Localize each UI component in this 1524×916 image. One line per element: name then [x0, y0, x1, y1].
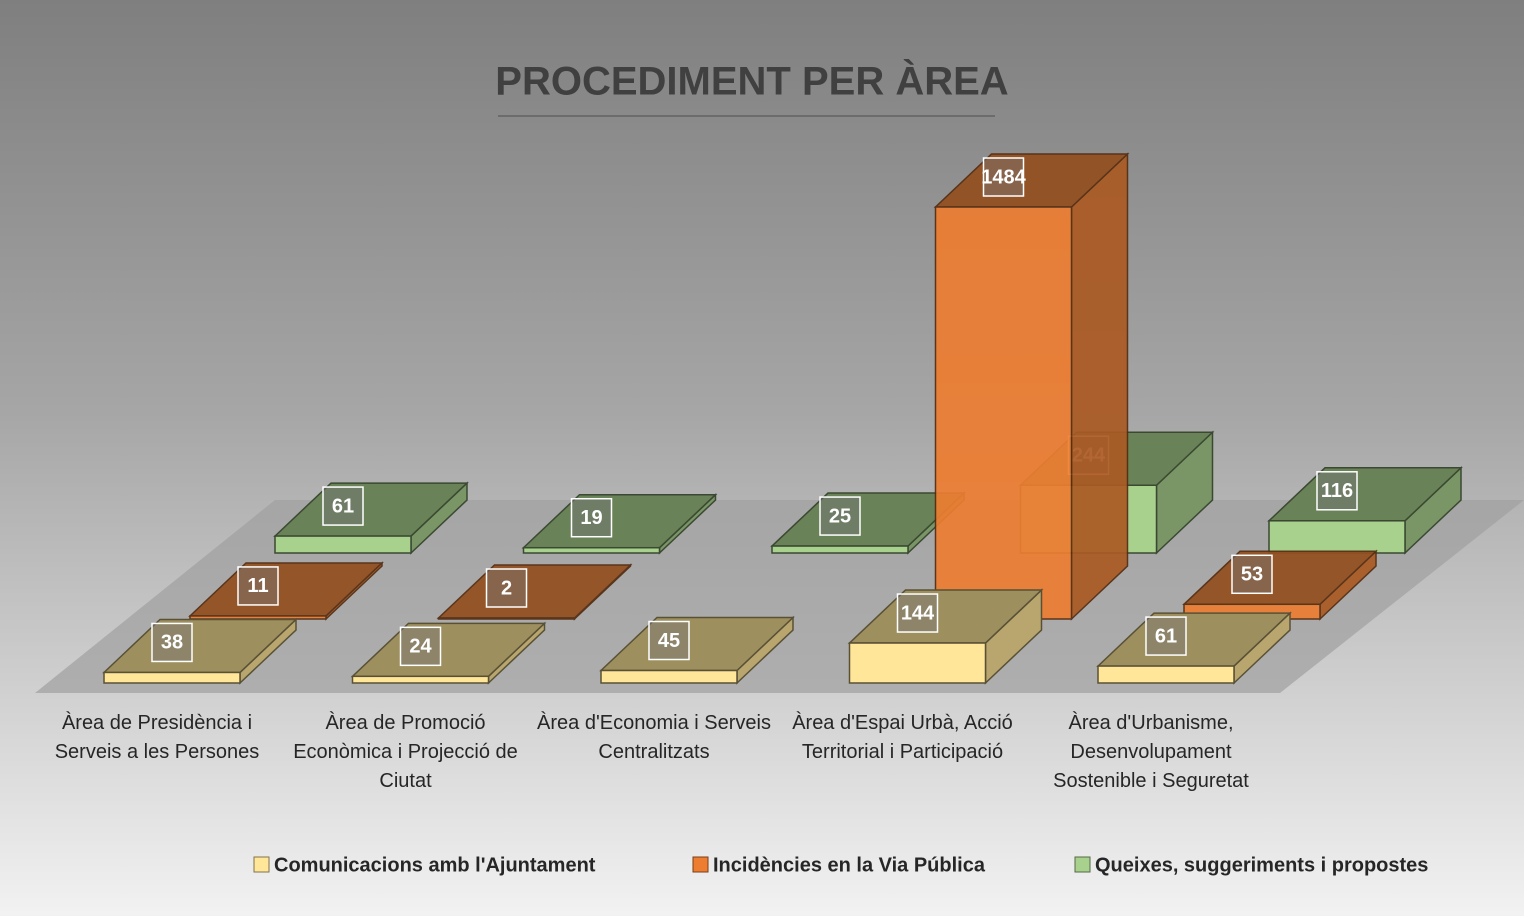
- value-label: 24: [409, 636, 432, 658]
- value-label: 61: [1155, 625, 1177, 647]
- value-label: 144: [901, 602, 935, 624]
- value-label-box: [151, 622, 193, 663]
- bar-side: [1070, 152, 1129, 621]
- bar-front: [351, 675, 490, 684]
- legend-label: Comunicacions amb l'Ajuntament: [274, 854, 596, 876]
- value-label: 2: [501, 577, 512, 599]
- bar-front: [1268, 520, 1406, 554]
- bar-front: [1097, 665, 1235, 684]
- bar-front: [600, 669, 738, 684]
- bar-front: [437, 617, 576, 620]
- value-label: 25: [829, 505, 851, 527]
- x-tick-label: Àrea d'Urbanisme, Desenvolupament Sosten…: [1053, 712, 1249, 792]
- value-label-box: [819, 496, 861, 536]
- x-tick-label: Àrea d'Economia i Serveis Centralitzats: [537, 712, 771, 763]
- bar-front: [934, 206, 1073, 620]
- value-label-box: [1316, 471, 1358, 511]
- bar-front: [103, 671, 241, 684]
- value-label-box: [237, 566, 279, 606]
- value-label-box: [1145, 616, 1187, 656]
- bar-front: [522, 546, 661, 554]
- x-tick-label: Àrea de Presidència i Serveis a les Pers…: [54, 712, 260, 763]
- value-label: 1484: [981, 166, 1026, 188]
- value-label-box: [1231, 554, 1273, 595]
- chart-title: PROCEDIMENT PER ÀREA: [495, 59, 1008, 104]
- bar: [933, 152, 1130, 621]
- bar-front: [189, 615, 327, 620]
- value-label-box: [982, 157, 1025, 197]
- legend-swatch: [1074, 856, 1091, 873]
- value-label: 116: [1321, 480, 1353, 502]
- legend-swatch: [692, 856, 709, 873]
- bar-front: [771, 545, 909, 554]
- value-label: 38: [161, 632, 183, 654]
- value-label: 45: [658, 630, 680, 652]
- legend-swatch: [253, 856, 270, 873]
- legend-label: Queixes, suggeriments i propostes: [1095, 854, 1428, 876]
- value-label-box: [322, 486, 364, 526]
- value-label-box: [570, 497, 613, 538]
- value-label-box: [485, 568, 528, 608]
- value-label-box: [399, 626, 442, 667]
- x-tick-label: Àrea d'Espai Urbà, Acció Territorial i P…: [792, 712, 1013, 763]
- legend-label: Incidències en la Via Pública: [713, 854, 986, 876]
- bar-front: [848, 642, 987, 684]
- value-label: 61: [332, 495, 354, 517]
- value-label: 11: [247, 575, 268, 597]
- value-label: 53: [1241, 564, 1263, 586]
- value-label-box: [648, 620, 690, 661]
- x-tick-label: Àrea de Promoció Econòmica i Projecció d…: [293, 712, 518, 792]
- value-label-box: [896, 593, 939, 633]
- bar-front: [274, 535, 412, 554]
- value-label: 19: [580, 507, 602, 529]
